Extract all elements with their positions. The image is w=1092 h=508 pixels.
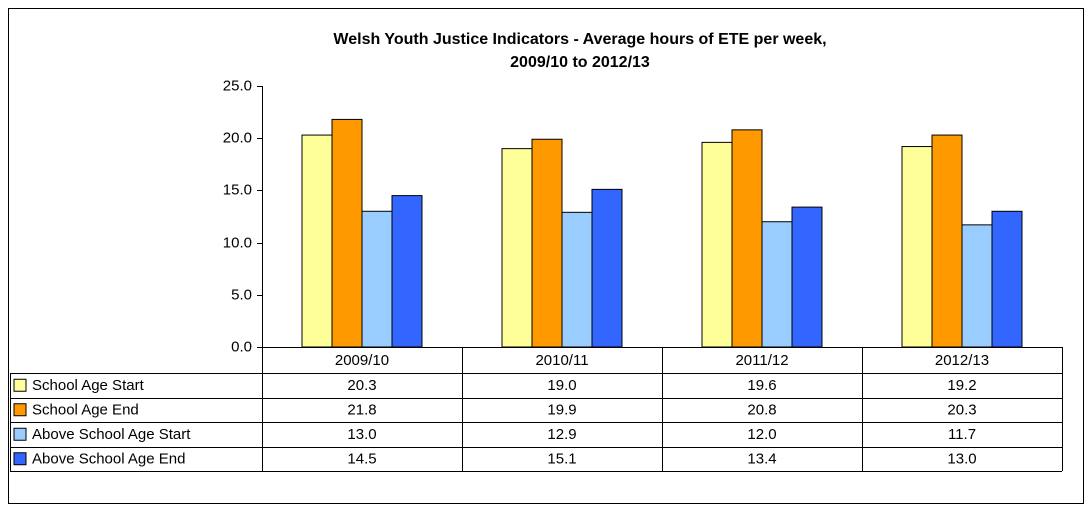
bar xyxy=(791,206,823,348)
legend-label: School Age End xyxy=(32,402,139,419)
x-tick-label: 2012/13 xyxy=(935,352,989,369)
legend-label: Above School Age End xyxy=(32,451,185,468)
table-value: 11.7 xyxy=(948,426,976,443)
y-tick-label: 0.0 xyxy=(231,338,252,355)
table-value: 19.0 xyxy=(547,377,576,394)
legend-label: School Age Start xyxy=(32,377,145,394)
bar xyxy=(331,118,363,348)
chart-title: Welsh Youth Justice Indicators - Average… xyxy=(333,31,826,48)
table-value: 19.6 xyxy=(747,377,776,394)
table-value: 21.8 xyxy=(347,402,376,419)
bar xyxy=(761,221,793,348)
table-value: 13.0 xyxy=(947,451,976,468)
table-value: 14.5 xyxy=(347,451,376,468)
bar xyxy=(701,141,733,348)
legend-label: Above School Age Start xyxy=(32,426,191,443)
table-value: 19.2 xyxy=(947,377,976,394)
bar xyxy=(361,210,393,348)
bar xyxy=(301,134,333,348)
table-value: 20.3 xyxy=(347,377,376,394)
bar xyxy=(391,195,423,348)
bar xyxy=(731,129,763,348)
table-value: 20.8 xyxy=(747,402,776,419)
y-tick-label: 20.0 xyxy=(223,129,252,146)
legend-key xyxy=(13,427,27,441)
bar xyxy=(931,134,963,348)
legend-key xyxy=(13,378,27,392)
table-value: 13.4 xyxy=(747,451,776,468)
legend-key xyxy=(13,452,27,466)
table-value: 13.0 xyxy=(347,426,376,443)
table-value: 12.9 xyxy=(547,426,576,443)
bar xyxy=(591,188,623,348)
table-value: 19.9 xyxy=(547,402,576,419)
table-value: 12.0 xyxy=(747,426,776,443)
table-value: 15.1 xyxy=(547,451,576,468)
chart-title: 2009/10 to 2012/13 xyxy=(510,54,650,71)
y-tick-label: 5.0 xyxy=(231,286,252,303)
bar xyxy=(531,138,563,348)
y-tick-label: 15.0 xyxy=(223,181,252,198)
x-tick-label: 2011/12 xyxy=(735,352,788,369)
y-tick-label: 10.0 xyxy=(223,234,252,251)
bar xyxy=(991,210,1023,348)
y-tick-label: 25.0 xyxy=(223,77,252,94)
bar xyxy=(901,146,933,348)
x-tick-label: 2009/10 xyxy=(335,352,389,369)
bar xyxy=(501,148,533,348)
legend-key xyxy=(13,403,27,417)
bar xyxy=(561,211,593,348)
bar xyxy=(961,224,993,348)
x-tick-label: 2010/11 xyxy=(535,352,588,369)
table-value: 20.3 xyxy=(947,402,976,419)
